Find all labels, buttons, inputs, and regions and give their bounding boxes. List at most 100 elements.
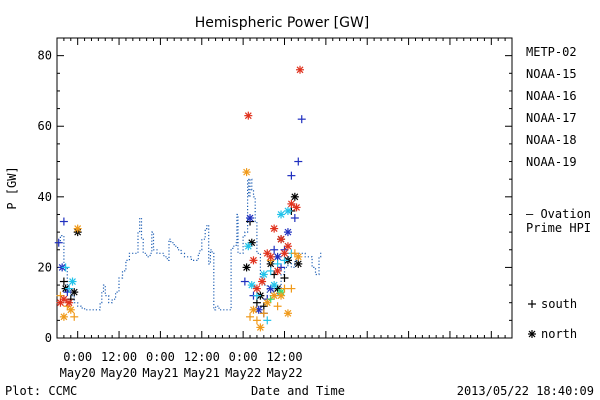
point-north	[270, 291, 279, 300]
point-north	[68, 277, 77, 286]
chart-title: Hemispheric Power [GW]	[195, 15, 370, 31]
x-tick-label-time: 12:00	[266, 350, 302, 364]
y-tick-label: 80	[38, 49, 52, 63]
point-south	[297, 115, 306, 124]
point-south	[277, 263, 286, 272]
point-south	[246, 312, 255, 321]
x-tick-label-date: May21	[184, 366, 220, 380]
plot-source: Plot: CCMC	[5, 384, 77, 398]
point-north	[280, 249, 289, 258]
x-tick-label-date: May22	[225, 366, 261, 380]
point-north	[283, 309, 292, 318]
legend-entry: METP-02	[526, 45, 577, 59]
point-south	[287, 284, 296, 293]
point-south	[263, 316, 272, 325]
point-north	[266, 284, 275, 293]
point-north	[283, 242, 292, 251]
point-south	[63, 288, 72, 297]
point-south	[65, 284, 74, 293]
point-south	[280, 274, 289, 282]
point-south	[280, 284, 289, 293]
point-north	[283, 206, 292, 215]
point-south	[259, 309, 268, 318]
point-south	[287, 171, 296, 180]
point-north	[277, 235, 286, 244]
x-axis: 0:00 May20 12:00 May20 0:00 May21 12:00 May21 0:…	[56, 38, 513, 380]
y-axis: 0 20 40 60 80	[38, 37, 512, 345]
marker-legend-label: south	[541, 297, 577, 311]
point-south	[63, 302, 72, 311]
point-north	[256, 323, 265, 332]
point-north	[247, 238, 256, 247]
point-north	[290, 192, 299, 201]
marker-legend-label: north	[541, 327, 577, 341]
x-tick-label-time: 0:00	[229, 350, 258, 364]
x-tick-label-date: May20	[101, 366, 137, 380]
satellite-points	[54, 65, 306, 332]
x-tick-label-time: 12:00	[184, 350, 220, 364]
point-north	[287, 199, 296, 208]
point-south	[290, 214, 299, 222]
point-south	[273, 302, 282, 311]
marker-legend: south north	[528, 297, 577, 341]
point-north	[247, 281, 256, 290]
x-tick-label-time: 12:00	[101, 350, 137, 364]
point-north	[66, 305, 75, 314]
point-south	[266, 295, 275, 304]
point-south	[266, 266, 275, 275]
point-north	[273, 252, 282, 261]
legend-entry: NOAA-16	[526, 89, 577, 103]
point-north	[296, 65, 305, 74]
point-north	[277, 291, 286, 300]
point-south	[270, 270, 279, 279]
x-tick-label-date: May22	[266, 366, 302, 380]
point-south	[66, 295, 75, 304]
point-north	[294, 252, 303, 261]
point-south	[294, 157, 303, 166]
point-south	[290, 249, 299, 258]
point-south	[70, 312, 79, 321]
x-tick-label-date: May21	[142, 366, 178, 380]
point-south	[273, 259, 282, 268]
point-north	[266, 252, 275, 261]
point-south	[259, 302, 268, 311]
point-south	[59, 217, 68, 226]
point-north	[242, 168, 251, 177]
point-north	[252, 284, 261, 293]
point-north	[292, 203, 301, 212]
y-tick-label: 40	[38, 190, 52, 204]
legend-entry: NOAA-18	[526, 133, 577, 147]
legend-entry: NOAA-17	[526, 111, 577, 125]
point-south	[56, 291, 65, 300]
x-axis-label: Date and Time	[251, 384, 345, 398]
point-south	[252, 291, 261, 300]
point-north	[249, 305, 258, 314]
y-tick-label: 20	[38, 260, 52, 274]
point-south	[528, 300, 536, 308]
ovation-label-line1: — Ovation	[526, 207, 591, 221]
plot-area-frame	[56, 37, 513, 339]
y-tick-label: 0	[45, 331, 52, 345]
point-north	[59, 295, 68, 304]
point-north	[263, 298, 272, 307]
y-tick-label: 60	[38, 119, 52, 133]
point-north	[244, 111, 253, 120]
ovation-label-line2: Prime HPI	[526, 221, 591, 235]
point-north	[273, 266, 282, 275]
point-south	[252, 298, 261, 307]
point-north	[270, 224, 279, 233]
point-north	[73, 224, 82, 233]
point-south	[252, 316, 261, 325]
point-north	[283, 228, 292, 237]
x-tick-label-date: May20	[60, 366, 96, 380]
point-north	[242, 263, 251, 272]
point-south	[54, 238, 63, 247]
point-north	[246, 214, 255, 222]
timestamp: 2013/05/22 18:40:09	[457, 384, 594, 398]
point-north	[244, 242, 253, 251]
legend: METP-02 NOAA-15 NOAA-16 NOAA-17 NOAA-18 NOAA-…	[526, 45, 577, 169]
point-north	[528, 330, 536, 338]
point-north	[294, 259, 303, 268]
point-north	[70, 288, 79, 297]
